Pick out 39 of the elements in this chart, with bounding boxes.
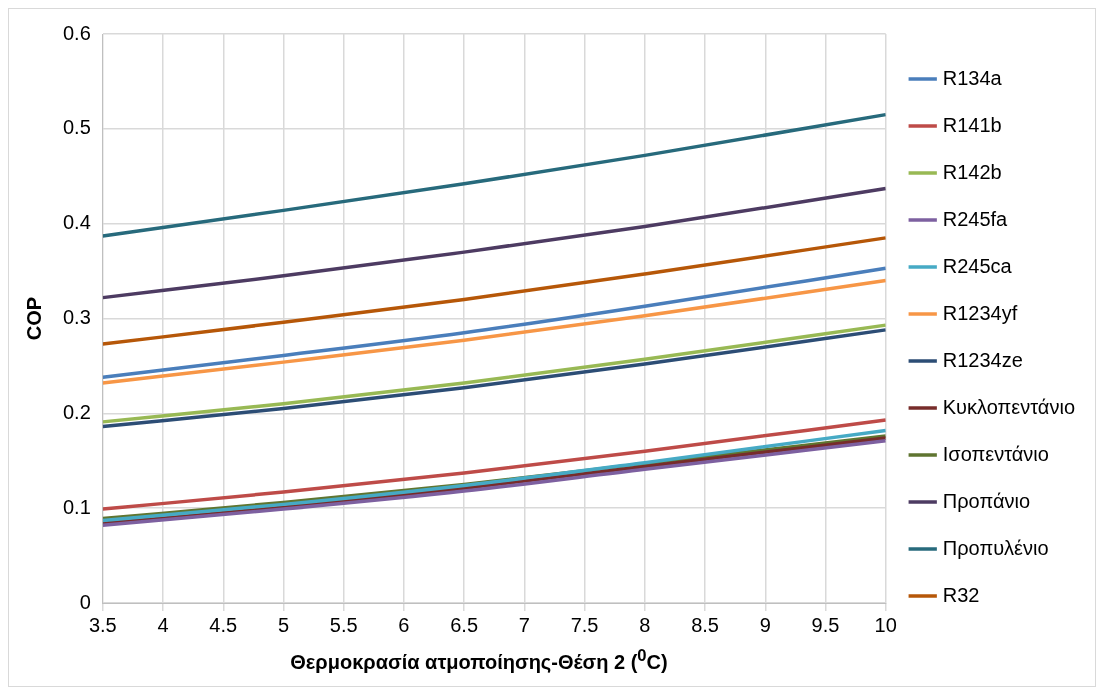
y-tick-label: 0.5 xyxy=(62,116,91,139)
x-tick-label: 6.5 xyxy=(450,613,479,636)
legend-label: Προπυλένιο xyxy=(942,536,1049,559)
x-tick-label: 9.5 xyxy=(811,613,840,636)
y-axis-title: COP xyxy=(22,296,45,341)
y-tick-label: 0 xyxy=(79,590,91,613)
x-tick-label: 9 xyxy=(759,613,771,636)
y-tick-label: 0.2 xyxy=(62,400,91,423)
line-series xyxy=(102,186,886,300)
x-tick-label: 5.5 xyxy=(329,613,358,636)
x-tick-label: 7 xyxy=(518,613,530,636)
y-tick-label: 0.4 xyxy=(62,211,91,234)
line-series xyxy=(102,418,886,511)
y-tick-label: 0.3 xyxy=(62,306,91,329)
legend-label: Προπάνιο xyxy=(942,489,1031,512)
y-tick-label: 0.6 xyxy=(62,21,91,44)
y-tick-label: 0.1 xyxy=(62,495,91,518)
legend-label: R1234ze xyxy=(942,348,1023,371)
x-tick-label: 4.5 xyxy=(209,613,238,636)
legend-label: R245ca xyxy=(942,254,1013,277)
x-axis-title: Θερμοκρασία ατμοποίησης-Θέση 2 ($^{0}$C) xyxy=(289,646,669,674)
legend-label: R141b xyxy=(942,113,1002,136)
x-tick-label: 4 xyxy=(157,613,169,636)
legend-label: Ισοπεντάνιο xyxy=(942,442,1049,465)
x-tick-label: 10 xyxy=(874,613,897,636)
legend-label: R32 xyxy=(942,583,980,606)
x-tick-label: 7.5 xyxy=(570,613,599,636)
x-tick-label: 6 xyxy=(398,613,410,636)
x-tick-label: 5 xyxy=(277,613,290,636)
x-tick-label: 8.5 xyxy=(691,613,719,636)
legend-label: R134a xyxy=(942,66,1003,89)
legend-label: R142b xyxy=(942,160,1002,183)
x-tick-label: 3.5 xyxy=(88,613,117,636)
x-tick-label: 8 xyxy=(639,613,651,636)
legend-label: R1234yf xyxy=(942,301,1018,324)
line-series xyxy=(102,236,886,346)
legend-label: Κυκλοπεντάνιο xyxy=(942,395,1076,418)
legend-label: R245fa xyxy=(942,207,1009,230)
line-series xyxy=(102,112,886,238)
